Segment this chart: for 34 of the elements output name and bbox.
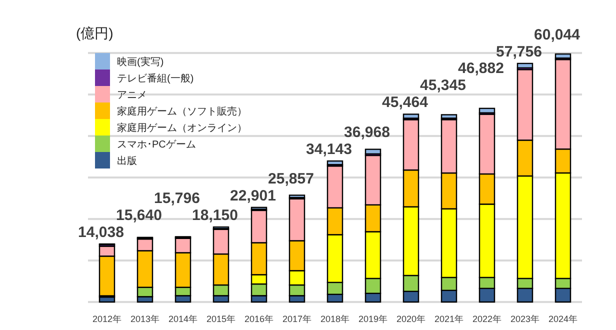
x-tick-label: 2018年 (320, 314, 350, 324)
legend-label: テレビ番組(一般) (117, 72, 194, 84)
annotation: 15,796 (154, 190, 200, 207)
legend-label: アニメ (117, 90, 147, 101)
annotation: 25,857 (268, 170, 314, 188)
x-tick-label: 2013年 (130, 314, 160, 324)
x-tick-label: 2021年 (434, 314, 464, 324)
legend-label: スマホ･PCゲーム (117, 140, 196, 150)
annotation: 60,044 (534, 26, 581, 44)
x-tick-label: 2017年 (282, 314, 312, 324)
x-tick-label: 2016年 (244, 314, 274, 324)
x-tick-label: 2019年 (358, 314, 388, 324)
x-tick-label: 2015年 (206, 314, 236, 324)
legend-label: 出版 (117, 155, 137, 167)
x-tick-label: 2014年 (168, 314, 198, 324)
annotation: 14,038 (78, 224, 124, 241)
x-tick-label: 2020年 (396, 314, 426, 324)
annotation: 15,640 (116, 206, 162, 224)
annotation: 45,464 (382, 94, 429, 112)
x-tick-label: 2012年 (92, 314, 122, 324)
annotation: 22,901 (230, 187, 276, 204)
annotation: 45,345 (420, 77, 466, 94)
annotation: 36,968 (344, 124, 390, 142)
legend-label: 家庭用ゲーム（オンライン） (117, 122, 247, 134)
x-tick-label: 2023年 (510, 314, 540, 324)
y-axis-title: (億円) (76, 25, 114, 41)
annotation: 18,150 (192, 207, 238, 224)
legend-label: 映画(実写) (117, 56, 164, 68)
legend-label: 家庭用ゲーム（ソフト販売） (117, 106, 247, 118)
annotation: 46,882 (458, 60, 504, 78)
x-tick-label: 2022年 (472, 314, 502, 324)
annotation: 57,756 (496, 43, 542, 60)
annotation: 34,143 (306, 141, 352, 158)
x-tick-label: 2024年 (548, 314, 578, 324)
